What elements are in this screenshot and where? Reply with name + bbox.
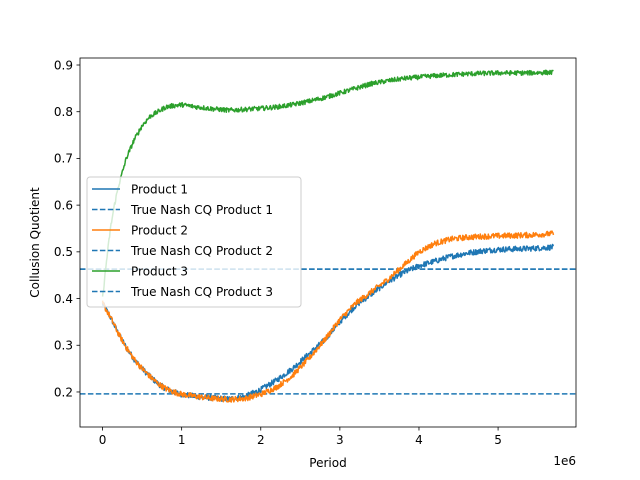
y-tick-label: 0.3 [54, 339, 73, 353]
x-axis-offset-label: 1e6 [553, 454, 576, 468]
y-tick-label: 0.7 [54, 152, 73, 166]
x-axis-label: Period [309, 456, 346, 470]
legend-label-true-nash-cq-product-1: True Nash CQ Product 1 [130, 203, 273, 217]
x-tick-label: 4 [415, 433, 423, 447]
x-tick-label: 0 [99, 433, 107, 447]
x-tick-label: 1 [178, 433, 186, 447]
legend-label-true-nash-cq-product-2: True Nash CQ Product 2 [130, 244, 273, 258]
y-tick-label: 0.5 [54, 245, 73, 259]
series-product-2 [101, 230, 555, 403]
y-axis: 0.2 0.3 0.4 0.5 0.6 0.7 0.8 0.9 [54, 58, 80, 399]
legend-frame [86, 176, 302, 308]
y-tick-label: 0.4 [54, 292, 73, 306]
y-tick-label: 0.8 [54, 105, 73, 119]
legend-label-product-3: Product 3 [131, 264, 188, 278]
series-product-1 [101, 243, 555, 402]
plot-frame [79, 57, 577, 428]
legend-label-product-1: Product 1 [131, 182, 188, 196]
series-product-3 [101, 69, 554, 297]
y-tick-label: 0.2 [54, 385, 73, 399]
x-tick-label: 2 [257, 433, 265, 447]
y-axis-label: Collusion Quotient [28, 187, 42, 298]
legend: Product 1 True Nash CQ Product 1 Product 2… [86, 176, 302, 308]
y-tick-label: 0.6 [54, 198, 73, 212]
x-tick-label: 5 [494, 433, 502, 447]
x-tick-label: 3 [336, 433, 344, 447]
y-tick-label: 0.9 [54, 58, 73, 72]
x-axis: 0 1 2 3 4 5 [99, 427, 502, 447]
legend-label-product-2: Product 2 [131, 223, 188, 237]
legend-label-true-nash-cq-product-3: True Nash CQ Product 3 [130, 285, 273, 299]
